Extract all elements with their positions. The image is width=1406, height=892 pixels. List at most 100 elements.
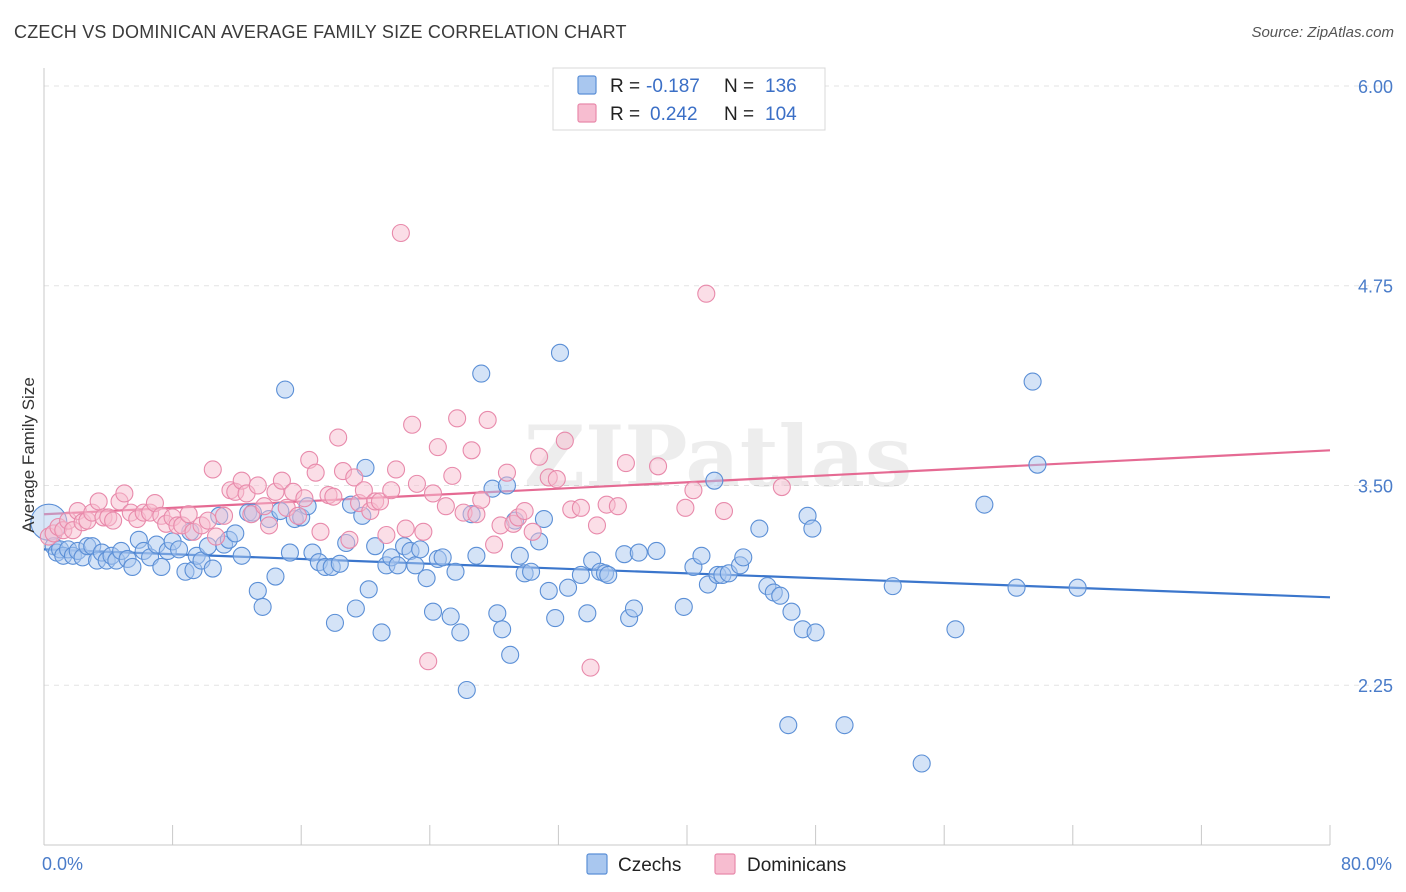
data-point-dominicans	[345, 468, 364, 487]
data-point-czechs	[346, 599, 365, 618]
trend-line-czechs	[43, 548, 1331, 599]
data-point-czechs	[550, 343, 570, 362]
data-point-czechs	[203, 559, 222, 578]
data-point-czechs	[647, 541, 666, 561]
data-point-czechs	[779, 716, 798, 735]
data-point-dominicans	[311, 522, 330, 541]
data-point-dominicans	[414, 522, 433, 541]
data-point-dominicans	[478, 410, 497, 429]
data-point-dominicans	[272, 471, 291, 490]
data-point-dominicans	[714, 501, 734, 521]
data-point-dominicans	[259, 516, 279, 535]
data-point-dominicans	[340, 530, 359, 549]
legend-r-value: -0.187	[646, 76, 700, 97]
axis-layer	[43, 68, 1331, 846]
data-point-czechs	[510, 546, 529, 565]
data-point-dominicans	[354, 481, 373, 500]
data-point-dominicans	[497, 463, 517, 482]
data-point-dominicans	[485, 535, 504, 554]
legend-row-dominicans: R = 0.242 N = 104	[577, 103, 797, 125]
legend-r-label: R =	[610, 76, 640, 97]
points-layer	[30, 223, 1087, 773]
data-point-czechs	[457, 680, 476, 700]
data-point-dominicans	[772, 478, 791, 497]
data-point-dominicans	[443, 466, 462, 485]
y-tick-labels: 2.25 3.50 4.75 6.00	[1358, 77, 1393, 696]
data-point-czechs	[366, 537, 385, 556]
data-point-czechs	[276, 380, 295, 399]
legend-n-label: N =	[724, 76, 754, 97]
data-point-czechs	[782, 602, 801, 621]
source-label: Source: ZipAtlas.com	[1251, 24, 1394, 41]
data-point-czechs	[750, 519, 769, 538]
data-point-dominicans	[407, 474, 426, 493]
data-point-dominicans	[684, 481, 703, 500]
data-point-czechs	[423, 602, 443, 621]
data-point-czechs	[734, 548, 753, 567]
data-point-czechs	[546, 609, 565, 628]
data-point-dominicans	[179, 505, 198, 524]
data-point-dominicans	[403, 415, 422, 434]
legend-n-value: 136	[765, 76, 797, 97]
grid-layer	[44, 85, 1392, 686]
data-point-dominicans	[523, 522, 542, 541]
data-point-dominicans	[306, 463, 325, 482]
watermark: ZIPatlas	[524, 407, 912, 506]
legend-n-label: N =	[724, 104, 754, 125]
data-point-dominicans	[649, 457, 668, 476]
data-point-czechs	[522, 562, 541, 581]
data-point-czechs	[232, 546, 251, 565]
data-point-czechs	[253, 597, 272, 616]
data-point-czechs	[248, 581, 267, 600]
data-point-dominicans	[587, 516, 607, 535]
data-point-czechs	[912, 754, 931, 773]
legend-box	[552, 67, 826, 131]
data-point-czechs	[571, 565, 590, 584]
series-legend-label-czechs: Czechs	[618, 855, 681, 876]
data-point-dominicans	[214, 506, 234, 525]
y-axis-label: Average Family Size	[19, 377, 38, 533]
data-point-czechs	[1023, 372, 1042, 391]
data-point-dominicans	[89, 492, 108, 511]
data-point-dominicans	[382, 481, 401, 500]
data-point-czechs	[629, 543, 648, 562]
data-point-dominicans	[676, 498, 695, 517]
data-point-dominicans	[248, 476, 267, 495]
data-point-czechs	[806, 623, 825, 642]
legend-r-label: R =	[610, 104, 640, 125]
data-point-czechs	[624, 599, 644, 618]
series-legend: Czechs Dominicans	[586, 853, 846, 876]
data-point-czechs	[226, 524, 245, 543]
data-point-czechs	[975, 495, 994, 514]
data-point-dominicans	[515, 501, 534, 521]
data-point-dominicans	[616, 454, 635, 473]
data-point-dominicans	[115, 484, 134, 503]
data-point-dominicans	[255, 497, 274, 516]
data-point-dominicans	[396, 519, 415, 538]
data-point-dominicans	[391, 223, 410, 243]
data-point-dominicans	[697, 284, 716, 303]
data-point-czechs	[883, 577, 902, 596]
series-legend-swatch-czechs	[586, 853, 608, 875]
data-point-czechs	[501, 645, 520, 664]
legend-n-value: 104	[765, 104, 797, 125]
correlation-legend: R = -0.187 N = 136 R = 0.242 N = 104	[552, 67, 826, 131]
data-point-dominicans	[571, 498, 590, 517]
data-point-czechs	[946, 620, 965, 639]
data-point-czechs	[674, 597, 693, 616]
legend-swatch-czechs	[577, 75, 597, 95]
series-legend-swatch-dominicans	[714, 853, 736, 875]
data-point-dominicans	[242, 505, 261, 524]
legend-swatch-dominicans	[577, 103, 597, 123]
data-point-czechs	[417, 569, 436, 588]
data-point-dominicans	[288, 506, 308, 525]
data-point-czechs	[534, 509, 553, 529]
data-point-czechs	[433, 548, 452, 567]
data-point-dominicans	[198, 511, 218, 530]
data-point-dominicans	[329, 428, 348, 447]
data-point-dominicans	[104, 511, 123, 530]
data-point-dominicans	[419, 652, 438, 671]
data-point-dominicans	[462, 441, 481, 460]
data-point-dominicans	[472, 490, 491, 509]
